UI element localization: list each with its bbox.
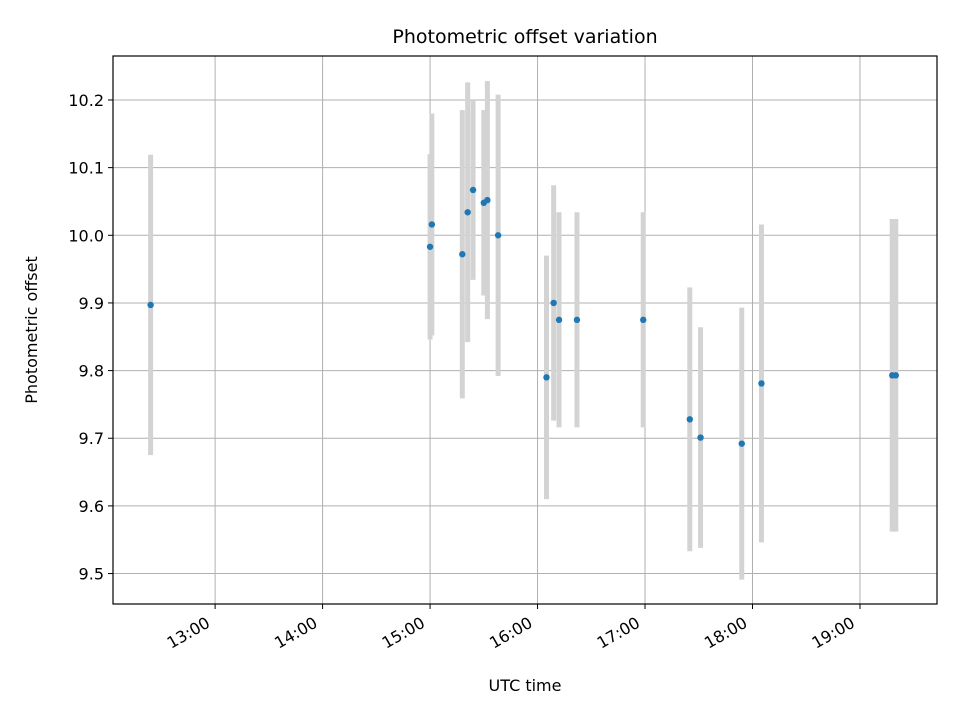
y-tick-label: 9.9	[79, 294, 104, 313]
data-point	[550, 299, 557, 307]
data-point	[640, 316, 647, 324]
y-tick-label: 10.0	[68, 226, 104, 245]
data-point	[464, 209, 471, 216]
x-axis-title: UTC time	[489, 676, 562, 695]
data-point	[426, 243, 434, 250]
data-point	[738, 440, 745, 447]
chart-title: Photometric offset variation	[392, 26, 657, 48]
y-tick-label: 9.6	[79, 497, 104, 516]
y-tick-label: 10.2	[68, 91, 104, 110]
plot-area	[113, 56, 937, 604]
data-point	[892, 372, 899, 379]
data-point	[697, 434, 704, 441]
data-point	[459, 251, 466, 258]
y-axis-ticks: 9.5 9.6 9.7 9.8 9.9 10.0 10.1 10.2	[68, 91, 113, 584]
data-point	[494, 232, 502, 239]
data-point	[484, 196, 491, 204]
data-point	[573, 316, 581, 324]
data-point	[555, 316, 563, 324]
data-point	[147, 301, 154, 309]
data-point	[686, 416, 693, 423]
data-point	[758, 380, 765, 387]
y-tick-label: 9.5	[79, 565, 104, 584]
y-tick-label: 9.7	[79, 429, 104, 448]
point-layer	[147, 186, 899, 447]
y-axis-title: Photometric offset	[22, 256, 41, 404]
y-tick-label: 9.8	[79, 362, 104, 381]
y-tick-label: 10.1	[68, 159, 104, 178]
data-point	[428, 221, 436, 228]
plot-frame	[112, 55, 938, 605]
data-point	[469, 186, 477, 194]
data-point	[543, 374, 550, 381]
